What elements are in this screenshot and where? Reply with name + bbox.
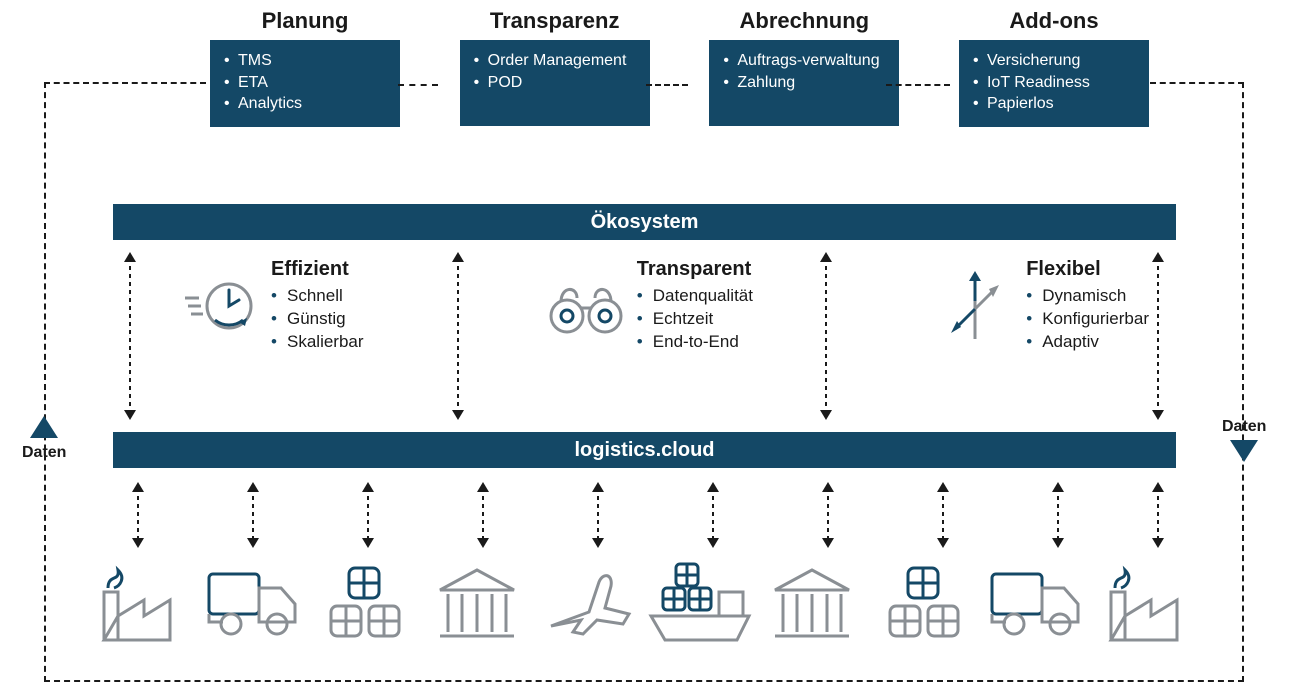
side-label-right: Daten	[1222, 418, 1266, 436]
data-flow-down-icon	[1230, 440, 1258, 462]
top-title: Add-ons	[959, 8, 1149, 34]
top-item: Auftrags-verwaltung	[723, 50, 885, 72]
outer-top-segment	[44, 82, 206, 84]
outer-top-segment	[1150, 82, 1244, 84]
side-label-left: Daten	[22, 444, 66, 462]
top-item: Versicherung	[973, 50, 1135, 72]
top-item: TMS	[224, 50, 386, 72]
top-title: Abrechnung	[709, 8, 899, 34]
top-box-connector	[398, 84, 438, 86]
data-flow-up-icon	[30, 416, 58, 438]
top-box-connector	[646, 84, 688, 86]
outer-dashed-frame	[44, 82, 1244, 682]
top-item: Order Management	[474, 50, 636, 72]
top-title: Transparenz	[460, 8, 650, 34]
top-box-connector	[886, 84, 950, 86]
top-title: Planung	[210, 8, 400, 34]
